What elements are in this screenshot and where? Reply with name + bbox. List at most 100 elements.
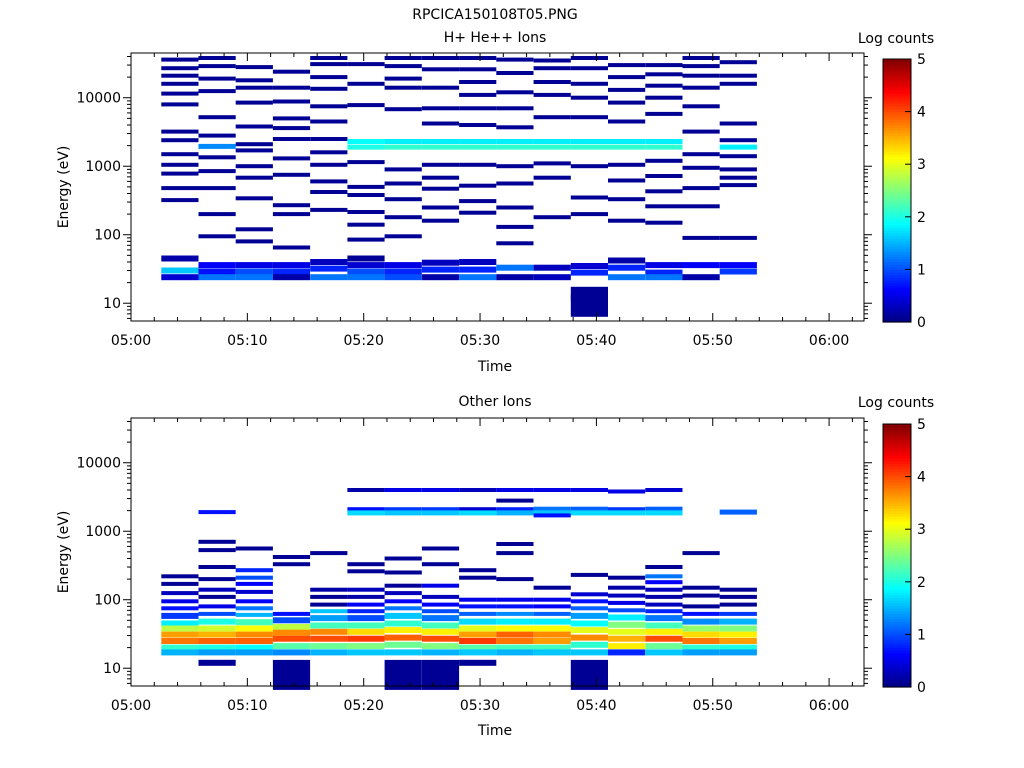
heatmap-cell xyxy=(719,587,757,592)
heatmap-cell xyxy=(235,164,273,169)
heatmap-cell xyxy=(645,602,683,607)
heatmap-cell xyxy=(421,546,460,551)
heatmap-cell xyxy=(682,56,720,60)
colorbar-segment xyxy=(883,243,911,247)
heatmap-cell xyxy=(608,643,646,650)
heatmap-cell xyxy=(235,612,273,617)
colorbar-segment xyxy=(883,479,911,483)
heatmap-cell xyxy=(272,617,311,624)
x-tick-label: 05:50 xyxy=(693,698,733,714)
heatmap-cell xyxy=(272,203,311,208)
colorbar-segment xyxy=(883,623,911,628)
colorbar-segment xyxy=(883,300,911,305)
heatmap-cell xyxy=(719,268,757,275)
heatmap-cell xyxy=(421,144,460,150)
heatmap-cell xyxy=(719,644,757,651)
heatmap-cell xyxy=(459,144,497,150)
heatmap-cell xyxy=(682,129,720,134)
heatmap-cell xyxy=(682,618,720,625)
heatmap-cell xyxy=(459,649,497,656)
heatmap-cell xyxy=(459,488,497,492)
heatmap-cell xyxy=(645,628,683,635)
heatmap-cell xyxy=(570,506,608,512)
colorbar-tick-label: 1 xyxy=(917,262,926,278)
heatmap-cell xyxy=(384,641,422,648)
colorbar-segment xyxy=(883,463,911,467)
heatmap-cell xyxy=(608,197,646,202)
heatmap-cell xyxy=(496,649,534,656)
colorbar-segment xyxy=(883,466,911,470)
heatmap-cell xyxy=(235,124,273,129)
heatmap-cell xyxy=(459,575,497,580)
colorbar-segment xyxy=(883,581,911,586)
colorbar-segment xyxy=(883,132,911,136)
colorbar-segment xyxy=(883,658,911,662)
heatmap-cell xyxy=(272,274,311,281)
heatmap-cell xyxy=(570,659,608,690)
heatmap-cell xyxy=(682,104,720,109)
heatmap-cell xyxy=(310,609,348,614)
colorbar-segment xyxy=(883,253,911,257)
heatmap-cell xyxy=(198,539,236,544)
heatmap-cell xyxy=(161,649,199,656)
heatmap-cell xyxy=(198,268,236,275)
heatmap-cell xyxy=(347,609,385,614)
colorbar-segment xyxy=(883,442,911,446)
heatmap-cell xyxy=(645,144,683,150)
heatmap-cell xyxy=(533,649,571,656)
colorbar-segment xyxy=(883,489,911,493)
heatmap-cell xyxy=(645,580,683,585)
heatmap-cell xyxy=(719,638,757,644)
heatmap-cell xyxy=(272,245,311,250)
heatmap-cell xyxy=(570,115,608,120)
x-tick-label: 05:30 xyxy=(460,698,500,714)
colorbar-segment xyxy=(883,85,911,89)
heatmap-cell xyxy=(235,175,273,180)
colorbar-segment xyxy=(883,80,911,84)
colorbar-segment xyxy=(883,277,911,281)
heatmap-cell xyxy=(645,269,683,276)
heatmap-cell xyxy=(608,593,646,598)
heatmap-cell xyxy=(384,556,422,561)
heatmap-cell xyxy=(272,562,311,567)
heatmap-cell xyxy=(645,594,683,599)
heatmap-cell xyxy=(198,186,236,191)
heatmap-cell xyxy=(384,64,422,69)
colorbar-segment xyxy=(883,116,911,121)
colorbar-segment xyxy=(883,542,911,546)
colorbar-segment xyxy=(883,676,911,680)
heatmap-cell xyxy=(161,152,199,157)
colorbar-segment xyxy=(883,240,911,244)
colorbar-segment xyxy=(883,66,911,71)
heatmap-cell xyxy=(161,638,199,644)
heatmap-cell xyxy=(198,274,236,281)
heatmap-cell xyxy=(608,621,646,628)
heatmap-cell xyxy=(235,589,273,594)
colorbar-segment xyxy=(883,130,911,134)
colorbar-segment xyxy=(883,621,911,625)
heatmap-cell xyxy=(310,551,348,556)
heatmap-cell xyxy=(384,570,422,575)
heatmap-cell xyxy=(310,649,348,656)
heatmap-cell xyxy=(347,602,385,607)
colorbar-segment xyxy=(883,206,911,210)
colorbar-segment xyxy=(883,61,911,65)
heatmap-cell xyxy=(719,235,757,240)
heatmap-cell xyxy=(496,551,534,556)
heatmap-cell xyxy=(645,220,683,225)
colorbar-segment xyxy=(883,214,911,218)
heatmap-cell xyxy=(421,488,460,492)
heatmap-cell xyxy=(384,262,422,269)
heatmap-cell xyxy=(533,604,571,609)
heatmap-cell xyxy=(533,597,571,602)
heatmap-cell xyxy=(682,585,720,590)
heatmap-cell xyxy=(310,62,348,67)
other-heatmap-cells xyxy=(161,488,757,690)
colorbar-segment xyxy=(883,597,911,601)
heatmap-cell xyxy=(235,606,273,611)
heatmap-cell xyxy=(570,488,608,492)
colorbar-segment xyxy=(883,510,911,515)
heatmap-cell xyxy=(682,64,720,69)
heatmap-cell xyxy=(570,66,608,71)
heatmap-cell xyxy=(310,643,348,650)
